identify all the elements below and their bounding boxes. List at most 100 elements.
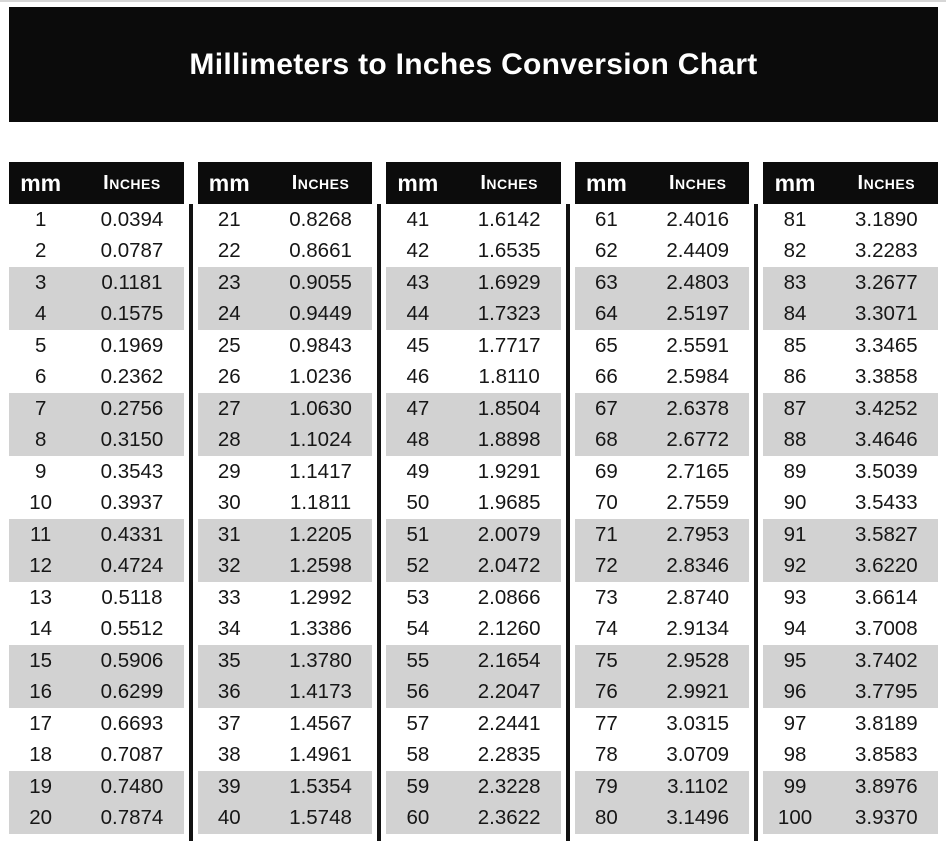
mm-value: 53 [406, 585, 430, 609]
mm-value: 47 [406, 396, 430, 420]
mm-value: 20 [29, 806, 53, 830]
mm-value: 78 [595, 743, 618, 767]
table-row: 52 2.0472 [386, 550, 561, 582]
table-row: 18 0.7087 [9, 739, 184, 771]
table-row: 5 0.1969 [9, 330, 184, 362]
table-row: 12 0.4724 [9, 550, 184, 582]
mm-value: 95 [783, 648, 807, 672]
inches-value: 2.7559 [666, 491, 730, 515]
table-row: 44 1.7323 [386, 298, 561, 330]
table-row: 73 2.8740 [574, 582, 750, 614]
inches-value: 3.3858 [854, 365, 918, 389]
table-row: 79 3.1102 [574, 771, 750, 803]
inches-value: 1.8504 [477, 396, 541, 420]
table-row: 20 0.7874 [9, 802, 184, 834]
inches-value: 1.6535 [477, 239, 541, 263]
table-row: 99 3.8976 [763, 771, 938, 803]
inches-value: 2.3622 [477, 806, 541, 830]
table-header: mm Inches [386, 162, 561, 204]
mm-column-header: mm [20, 169, 62, 196]
table-row: 30 1.1811 [197, 487, 373, 519]
mm-value: 66 [595, 365, 618, 389]
mm-value: 69 [595, 459, 618, 483]
inches-value: 3.5827 [854, 522, 918, 546]
inches-value: 2.7165 [666, 459, 730, 483]
inches-value: 2.6378 [666, 396, 730, 420]
mm-value: 3 [34, 270, 47, 294]
mm-value: 75 [595, 648, 618, 672]
mm-value: 7 [34, 396, 47, 420]
mm-value: 65 [595, 333, 618, 357]
inches-value: 2.2441 [477, 711, 541, 735]
mm-value: 39 [217, 774, 241, 798]
table-row: 34 1.3386 [197, 613, 373, 645]
inches-value: 1.7323 [477, 302, 541, 326]
inches-value: 1.0236 [289, 365, 352, 389]
mm-value: 58 [406, 743, 430, 767]
mm-value: 31 [217, 522, 241, 546]
table-row: 94 3.7008 [763, 613, 938, 645]
inches-value: 3.7402 [854, 648, 918, 672]
inches-value: 1.9685 [477, 491, 541, 515]
inches-value: 1.1024 [289, 428, 352, 452]
vertical-divider [565, 204, 570, 841]
inches-value: 0.9449 [289, 302, 352, 326]
inches-value: 3.1496 [666, 806, 730, 830]
inches-value: 1.5354 [289, 774, 352, 798]
table-row: 46 1.8110 [386, 361, 561, 393]
mm-value: 41 [406, 207, 430, 231]
inches-value: 0.3543 [100, 459, 164, 483]
inches-value: 1.9291 [477, 459, 541, 483]
inches-value: 3.5039 [854, 459, 918, 483]
table-row: 13 0.5118 [9, 582, 184, 614]
table-row: 66 2.5984 [574, 361, 750, 393]
inches-value: 1.0630 [289, 396, 352, 420]
mm-value: 6 [34, 365, 47, 389]
inches-value: 3.8583 [854, 743, 918, 767]
mm-value: 62 [595, 239, 618, 263]
inches-value: 2.8346 [666, 554, 730, 578]
inches-value: 2.4803 [666, 270, 730, 294]
table-row: 50 1.9685 [386, 487, 561, 519]
table-body: 41 1.6142 42 1.6535 43 1.6929 44 1.7323 45 1.7717… [386, 204, 561, 834]
mm-value: 38 [217, 743, 241, 767]
table-row: 55 2.1654 [386, 645, 561, 677]
table-row: 95 3.7402 [763, 645, 938, 677]
inches-value: 3.8976 [854, 774, 918, 798]
table-row: 86 3.3858 [763, 361, 938, 393]
mm-value: 87 [783, 396, 807, 420]
inches-value: 3.4252 [854, 396, 918, 420]
inches-value: 3.2677 [854, 270, 918, 294]
mm-value: 27 [217, 396, 241, 420]
mm-value: 85 [783, 333, 807, 357]
table-row: 98 3.8583 [763, 739, 938, 771]
mm-value: 42 [406, 239, 430, 263]
mm-value: 67 [595, 396, 618, 420]
inches-value: 3.4646 [854, 428, 918, 452]
table-row: 43 1.6929 [386, 267, 561, 299]
table-header: mm Inches [763, 162, 938, 204]
mm-value: 28 [217, 428, 241, 452]
mm-value: 57 [406, 711, 430, 735]
table-row: 56 2.2047 [386, 676, 561, 708]
table-row: 65 2.5591 [574, 330, 750, 362]
mm-column-header: mm [585, 169, 627, 196]
mm-value: 1 [34, 207, 47, 231]
table-row: 39 1.5354 [197, 771, 373, 803]
table-row: 28 1.1024 [197, 424, 373, 456]
table-row: 45 1.7717 [386, 330, 561, 362]
table-row: 10 0.3937 [9, 487, 184, 519]
table-row: 82 3.2283 [763, 235, 938, 267]
subtable-41-60: mm Inches 41 1.6142 42 1.6535 43 1.6929 44 1.73… [386, 162, 561, 834]
inches-value: 3.8189 [854, 711, 918, 735]
mm-value: 92 [783, 554, 807, 578]
table-row: 53 2.0866 [386, 582, 561, 614]
mm-value: 29 [217, 459, 241, 483]
mm-value: 80 [595, 806, 618, 830]
mm-value: 50 [406, 491, 430, 515]
page-title: Millimeters to Inches Conversion Chart [189, 47, 758, 81]
inches-value: 3.0315 [666, 711, 730, 735]
mm-value: 100 [777, 806, 813, 830]
table-row: 58 2.2835 [386, 739, 561, 771]
table-row: 93 3.6614 [763, 582, 938, 614]
